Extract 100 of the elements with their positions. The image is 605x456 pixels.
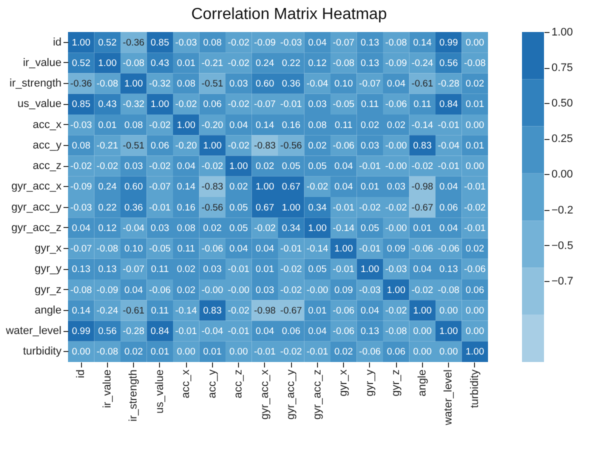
chart-title: Correlation Matrix Heatmap — [191, 6, 387, 23]
data-label: 0.01 — [203, 346, 222, 358]
data-label: -0.06 — [149, 284, 171, 296]
data-label: 0.00 — [413, 346, 432, 358]
color-bar-label: 1.00 — [552, 26, 573, 38]
data-label: 0.16 — [176, 202, 196, 214]
data-label: 0.14 — [256, 120, 274, 131]
data-label: 1.00 — [72, 37, 90, 48]
y-tick-label: ir_value — [22, 56, 62, 69]
data-label: -0.07 — [254, 99, 276, 110]
data-label: -0.14 — [332, 222, 354, 234]
x-tick-label: gyr_acc_x — [258, 369, 271, 420]
data-label: 0.03 — [203, 264, 222, 276]
data-label: 0.05 — [229, 222, 248, 234]
y-tick-label: gyr_z — [34, 284, 62, 296]
data-label: -0.08 — [122, 58, 144, 69]
data-label: 0.34 — [282, 222, 300, 234]
data-label: -0.02 — [228, 140, 250, 152]
data-label: -0.03 — [385, 264, 407, 276]
data-label: 0.14 — [413, 37, 432, 48]
data-label: 1.00 — [176, 120, 196, 131]
data-label: -0.03 — [280, 37, 302, 48]
data-label: 0.11 — [150, 264, 169, 276]
data-label: 0.04 — [386, 78, 406, 90]
data-label: -0.01 — [228, 264, 250, 276]
data-label: 0.06 — [466, 284, 484, 296]
x-tick-label: turbidity — [468, 369, 481, 408]
data-label: -0.56 — [280, 140, 302, 152]
data-label: 0.03 — [308, 99, 327, 110]
data-label: 0.04 — [334, 161, 353, 172]
data-label: 0.06 — [386, 346, 406, 358]
data-label: -0.02 — [202, 161, 224, 172]
data-label: -0.02 — [254, 222, 276, 234]
data-label: 0.11 — [334, 120, 353, 131]
data-label: 1.00 — [439, 326, 458, 338]
y-tick-label: id — [52, 36, 62, 48]
data-label: -0.03 — [70, 120, 92, 131]
data-label: 0.13 — [360, 58, 380, 69]
data-label: 0.34 — [308, 202, 327, 214]
data-label: -0.02 — [149, 161, 171, 172]
data-label: 0.03 — [360, 140, 380, 152]
data-label: 0.06 — [203, 99, 222, 110]
data-label: 0.00 — [229, 346, 248, 358]
data-label: 0.00 — [439, 346, 458, 358]
data-label: -0.61 — [122, 305, 144, 316]
data-label: -0.98 — [412, 182, 434, 193]
data-label: 0.02 — [334, 346, 353, 358]
data-label: 0.01 — [308, 305, 327, 316]
data-label: -0.61 — [412, 78, 434, 90]
data-label: 0.67 — [256, 202, 274, 214]
data-label: 0.01 — [176, 58, 196, 69]
data-label: -0.00 — [202, 284, 224, 296]
data-label: 0.22 — [282, 58, 300, 69]
data-label: 1.00 — [413, 305, 432, 316]
x-tick-label: acc_z — [232, 370, 245, 398]
data-label: -0.06 — [332, 326, 354, 338]
data-label: -0.02 — [175, 99, 197, 110]
data-label: -0.83 — [202, 182, 224, 193]
y-tick-label: acc_y — [32, 139, 62, 152]
data-label: 0.00 — [466, 161, 484, 172]
data-label: 0.08 — [308, 120, 327, 131]
data-label: -0.32 — [122, 99, 144, 110]
color-bar-label: 0.75 — [552, 62, 573, 74]
data-label: 0.04 — [308, 37, 327, 48]
data-label: 0.04 — [229, 244, 248, 255]
y-tick-label: turbidity — [22, 346, 62, 358]
data-label: 0.24 — [256, 58, 274, 69]
data-label: 0.02 — [176, 284, 196, 296]
data-label: 0.12 — [98, 222, 117, 234]
x-tick-label: ir_value — [101, 370, 114, 408]
data-label: -0.02 — [228, 58, 250, 69]
data-label: -0.08 — [332, 58, 354, 69]
data-label: 1.00 — [229, 161, 248, 172]
data-label: 0.00 — [176, 346, 196, 358]
data-label: -0.06 — [412, 244, 434, 255]
data-label: 0.11 — [177, 244, 196, 255]
data-label: -0.98 — [254, 305, 276, 316]
data-label: 1.00 — [360, 264, 380, 276]
data-label: 1.00 — [334, 244, 353, 255]
data-label: -0.04 — [202, 326, 224, 338]
data-label: 0.85 — [150, 37, 170, 48]
x-tick-label: us_value — [154, 370, 166, 414]
data-label: 0.01 — [360, 182, 380, 193]
data-label: 1.00 — [256, 182, 274, 193]
data-label: -0.28 — [438, 78, 460, 90]
data-label: 0.02 — [229, 182, 248, 193]
data-label: 0.03 — [386, 182, 406, 193]
data-label: -0.83 — [254, 140, 276, 152]
data-label: -0.07 — [122, 264, 144, 276]
data-label: -0.67 — [412, 202, 434, 214]
data-label: 0.56 — [98, 326, 117, 338]
x-tick-label: acc_x — [180, 369, 192, 398]
data-label: -0.09 — [254, 37, 276, 48]
data-label: 0.00 — [466, 305, 484, 316]
data-label: 0.02 — [386, 120, 406, 131]
data-label: 0.43 — [98, 99, 117, 110]
data-label: 0.00 — [466, 120, 484, 131]
data-label: -0.02 — [280, 284, 302, 296]
y-tick-label: gyr_acc_y — [11, 201, 62, 214]
data-label: -0.07 — [149, 182, 171, 193]
